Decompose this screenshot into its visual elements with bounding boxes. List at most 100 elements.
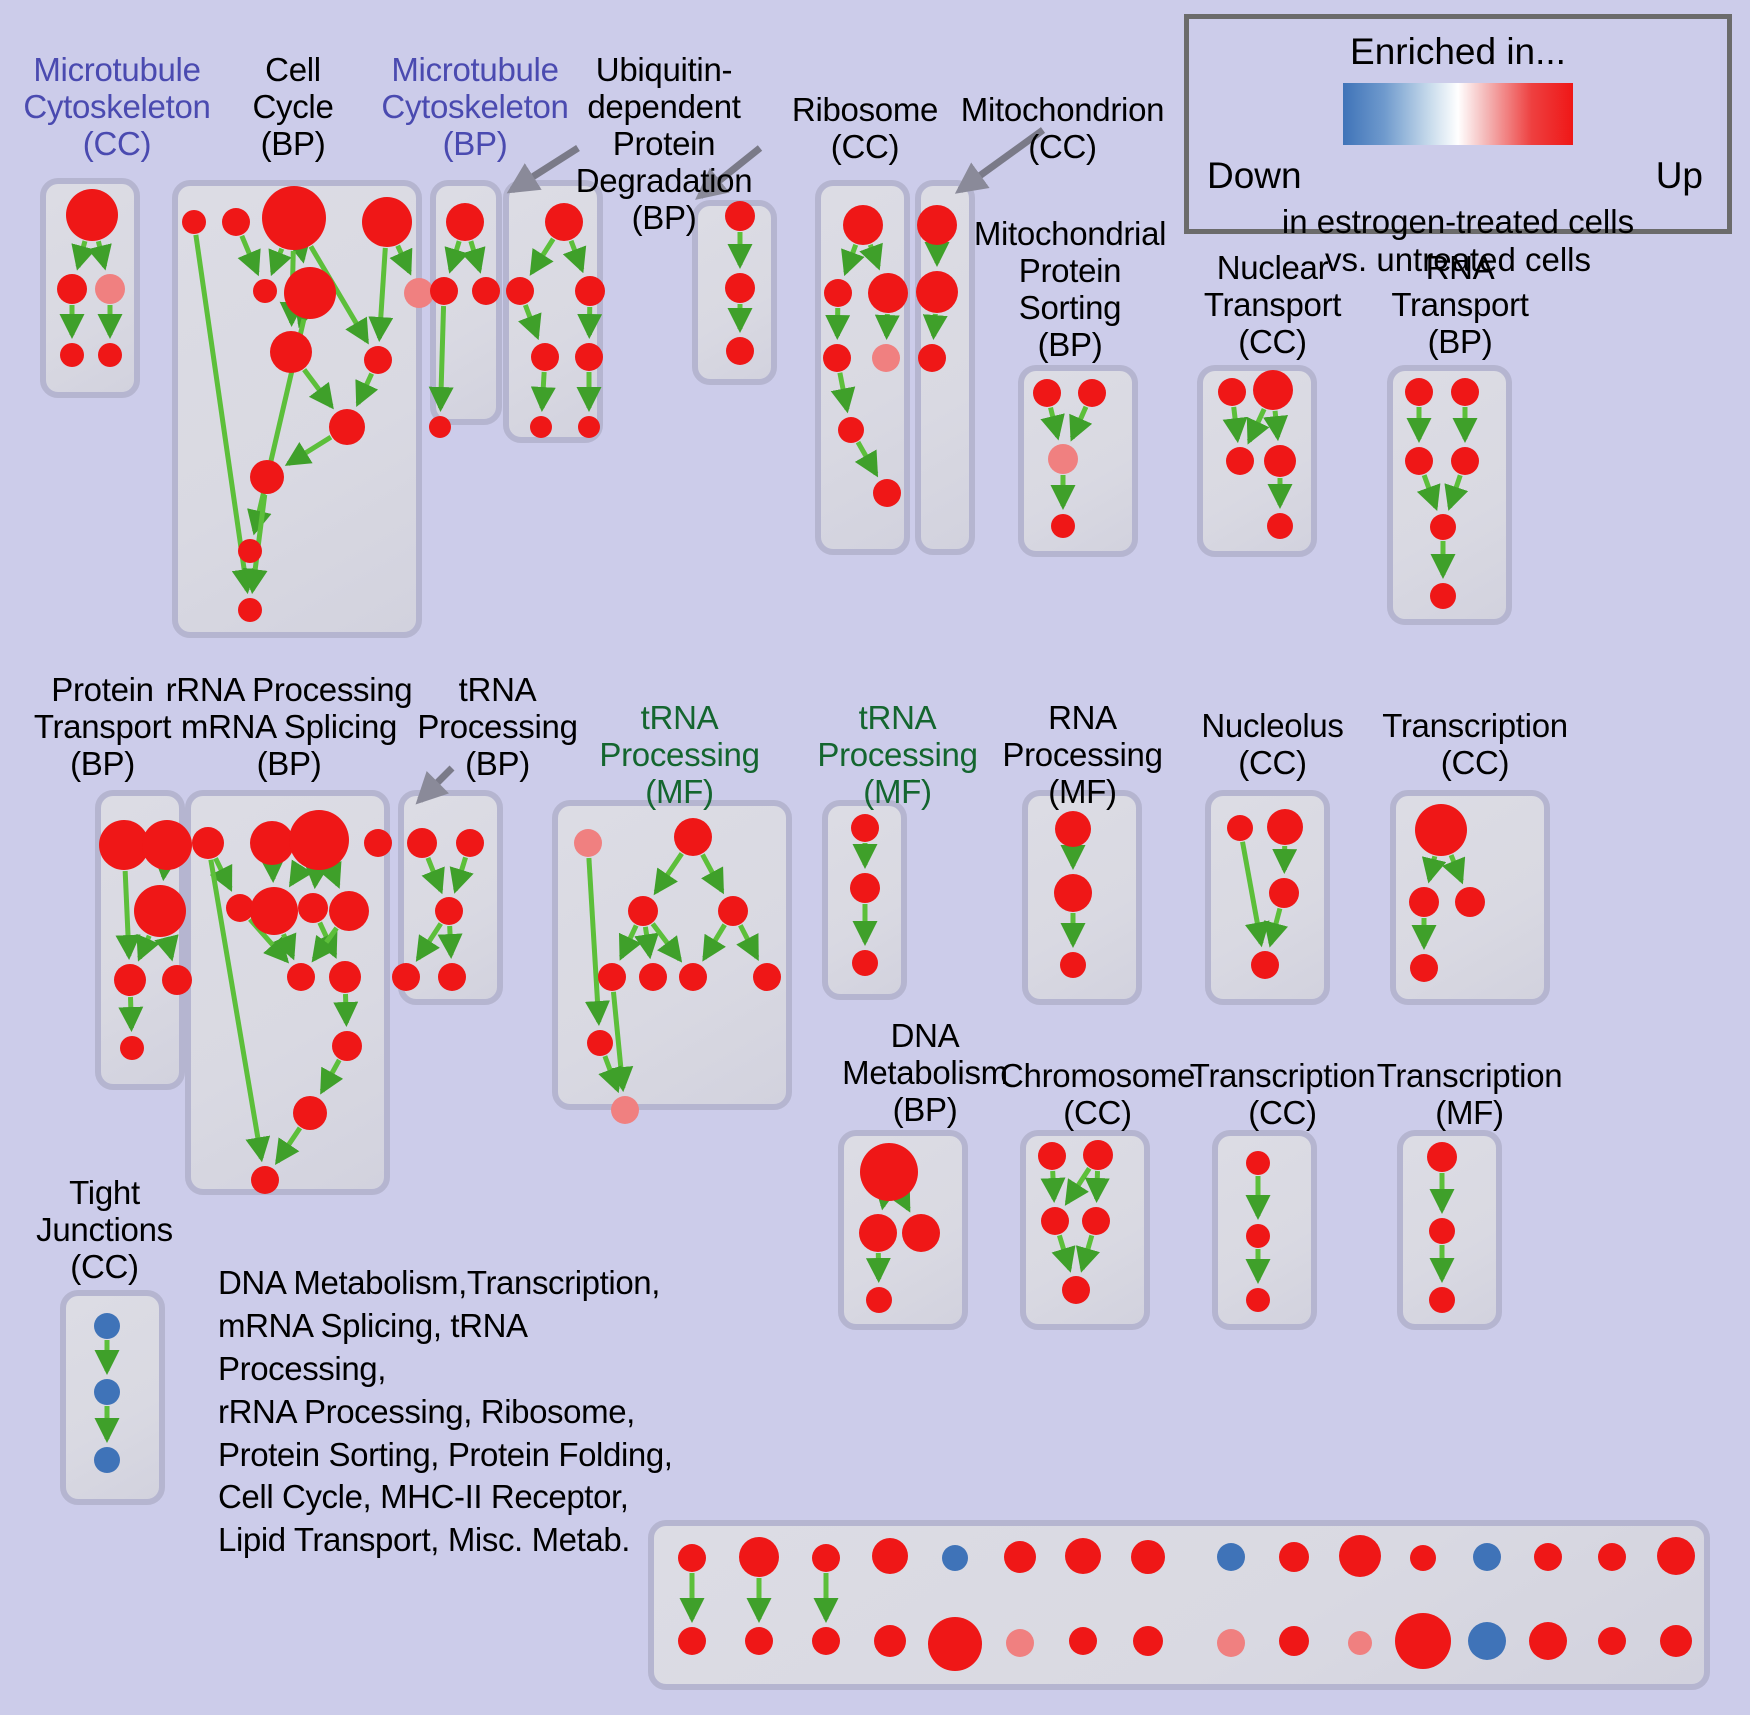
go-term-node[interactable] [1251,951,1279,979]
go-term-node[interactable] [1226,447,1254,475]
go-term-node[interactable] [238,539,262,563]
go-term-node[interactable] [407,828,437,858]
go-term-node[interactable] [435,897,463,925]
go-term-node[interactable] [1033,379,1061,407]
go-term-node[interactable] [1218,378,1246,406]
go-term-node[interactable] [843,205,883,245]
go-term-node[interactable] [674,818,712,856]
go-term-node[interactable] [1598,1543,1626,1571]
go-term-node[interactable] [1410,1545,1436,1571]
go-term-node[interactable] [1455,887,1485,917]
go-term-node[interactable] [1269,878,1299,908]
go-term-node[interactable] [1054,874,1092,912]
go-term-node[interactable] [94,1447,120,1473]
go-term-node[interactable] [1405,378,1433,406]
go-term-node[interactable] [298,893,328,923]
go-term-node[interactable] [545,203,583,241]
go-term-node[interactable] [182,210,206,234]
go-term-node[interactable] [1395,1613,1451,1669]
go-term-node[interactable] [639,963,667,991]
go-term-node[interactable] [1253,370,1293,410]
go-term-node[interactable] [851,814,879,842]
go-term-node[interactable] [1429,1287,1455,1313]
go-term-node[interactable] [1473,1543,1501,1571]
go-term-node[interactable] [98,343,122,367]
go-term-node[interactable] [859,1214,897,1252]
go-term-node[interactable] [1217,1543,1245,1571]
go-term-node[interactable] [438,963,466,991]
go-term-node[interactable] [57,274,87,304]
go-term-node[interactable] [745,1627,773,1655]
go-term-node[interactable] [1041,1207,1069,1235]
go-term-node[interactable] [1133,1626,1163,1656]
go-term-node[interactable] [456,829,484,857]
go-term-node[interactable] [942,1545,968,1571]
go-term-node[interactable] [838,417,864,443]
go-term-node[interactable] [868,273,908,313]
go-term-node[interactable] [1004,1541,1036,1573]
go-term-node[interactable] [812,1627,840,1655]
go-term-node[interactable] [364,346,392,374]
go-term-node[interactable] [222,208,250,236]
go-term-node[interactable] [1038,1142,1066,1170]
go-term-node[interactable] [531,343,559,371]
go-term-node[interactable] [1264,445,1296,477]
go-term-node[interactable] [725,273,755,303]
go-term-node[interactable] [99,820,149,870]
go-term-node[interactable] [94,1313,120,1339]
go-term-node[interactable] [1348,1631,1372,1655]
go-term-node[interactable] [578,416,600,438]
go-term-node[interactable] [1051,514,1075,538]
go-term-node[interactable] [678,1627,706,1655]
go-term-node[interactable] [293,1096,327,1130]
go-term-node[interactable] [874,1625,906,1657]
go-term-node[interactable] [60,343,84,367]
go-term-node[interactable] [1131,1540,1165,1574]
go-term-node[interactable] [1227,815,1253,841]
go-term-node[interactable] [1598,1627,1626,1655]
go-term-node[interactable] [916,271,958,313]
go-term-node[interactable] [142,820,192,870]
go-term-node[interactable] [362,197,412,247]
go-term-node[interactable] [284,267,336,319]
go-term-node[interactable] [251,1166,279,1194]
go-term-node[interactable] [530,416,552,438]
go-term-node[interactable] [120,1036,144,1060]
go-term-node[interactable] [1660,1625,1692,1657]
go-term-node[interactable] [1060,952,1086,978]
go-term-node[interactable] [506,277,534,305]
go-term-node[interactable] [587,1030,613,1056]
go-term-node[interactable] [329,891,369,931]
go-term-node[interactable] [270,331,312,373]
go-term-node[interactable] [392,963,420,991]
go-term-node[interactable] [1078,379,1106,407]
go-term-node[interactable] [726,337,754,365]
go-term-node[interactable] [575,343,603,371]
go-term-node[interactable] [1430,514,1456,540]
go-term-node[interactable] [598,963,626,991]
go-term-node[interactable] [1082,1207,1110,1235]
go-term-node[interactable] [872,1538,908,1574]
go-term-node[interactable] [852,950,878,976]
go-term-node[interactable] [192,827,224,859]
go-term-node[interactable] [873,479,901,507]
go-term-node[interactable] [1415,804,1467,856]
go-term-node[interactable] [928,1617,982,1671]
go-term-node[interactable] [1427,1142,1457,1172]
go-term-node[interactable] [95,274,125,304]
go-term-node[interactable] [850,873,880,903]
go-term-node[interactable] [739,1537,779,1577]
go-term-node[interactable] [678,1544,706,1572]
go-term-node[interactable] [1006,1629,1034,1657]
go-term-node[interactable] [1430,583,1456,609]
go-term-node[interactable] [823,344,851,372]
go-term-node[interactable] [430,277,458,305]
go-term-node[interactable] [1217,1629,1245,1657]
go-term-node[interactable] [446,203,484,241]
go-term-node[interactable] [753,963,781,991]
go-term-node[interactable] [1279,1542,1309,1572]
go-term-node[interactable] [1267,513,1293,539]
go-term-node[interactable] [1279,1626,1309,1656]
go-term-node[interactable] [1468,1622,1506,1660]
go-term-node[interactable] [917,205,957,245]
